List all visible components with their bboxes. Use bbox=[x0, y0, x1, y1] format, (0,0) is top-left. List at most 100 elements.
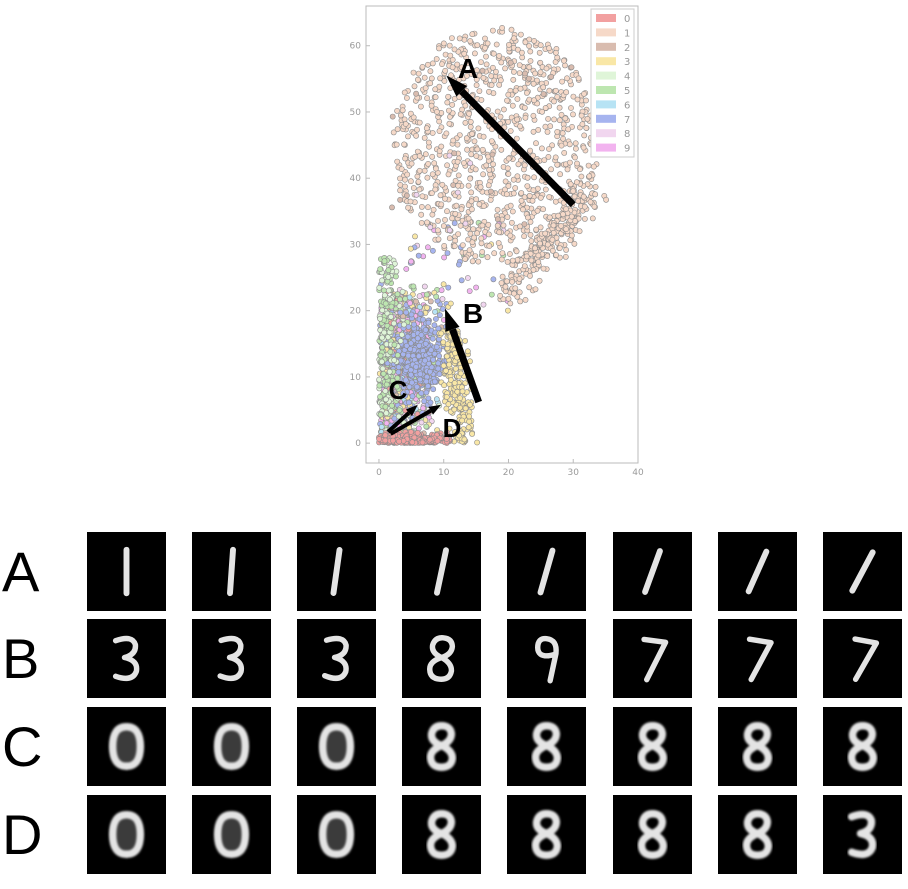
legend-label: 8 bbox=[624, 129, 630, 140]
scatter-point bbox=[578, 173, 585, 180]
scatter-point bbox=[478, 240, 485, 247]
scatter-point bbox=[377, 411, 384, 418]
scatter-point bbox=[514, 96, 521, 102]
scatter-point bbox=[561, 57, 567, 64]
scatter-point bbox=[563, 89, 570, 96]
scatter-point bbox=[429, 211, 436, 218]
scatter-point bbox=[498, 256, 505, 263]
scatter-point bbox=[452, 177, 459, 184]
scatter-point bbox=[515, 161, 522, 168]
scatter-point bbox=[455, 182, 461, 189]
scatter-point bbox=[455, 172, 462, 179]
x-tick-label: 40 bbox=[632, 468, 644, 478]
scatter-point bbox=[535, 259, 542, 265]
scatter-point bbox=[549, 236, 556, 243]
scatter-point bbox=[399, 288, 406, 295]
scatter-point bbox=[564, 166, 571, 173]
scatter-point bbox=[465, 424, 472, 431]
scatter-point bbox=[505, 295, 512, 302]
scatter-point bbox=[510, 190, 517, 197]
scatter-point bbox=[431, 378, 438, 385]
scatter-point bbox=[394, 375, 401, 381]
scatter-point bbox=[397, 112, 404, 119]
scatter-point bbox=[398, 166, 405, 172]
scatter-point bbox=[393, 141, 400, 148]
scatter-point bbox=[536, 277, 543, 284]
digit-7-stroke bbox=[852, 636, 880, 683]
scatter-point bbox=[421, 74, 428, 81]
scatter-point bbox=[425, 204, 431, 211]
digit-image bbox=[192, 707, 271, 786]
scatter-point bbox=[423, 389, 430, 396]
scatter-point bbox=[433, 344, 440, 350]
scatter-point bbox=[436, 45, 442, 52]
scatter-point bbox=[392, 273, 399, 280]
digit-image bbox=[402, 619, 481, 698]
scatter-point bbox=[432, 316, 439, 322]
scatter-point bbox=[465, 215, 472, 222]
scatter-points bbox=[376, 24, 609, 446]
scatter-point bbox=[530, 266, 537, 273]
scatter-point bbox=[483, 162, 490, 169]
scatter-point bbox=[582, 215, 588, 222]
scatter-point bbox=[546, 146, 552, 152]
digit-image bbox=[718, 795, 797, 874]
digit-8-stroke bbox=[531, 722, 562, 771]
scatter-point bbox=[551, 116, 557, 123]
scatter-point bbox=[566, 141, 573, 148]
digit-image bbox=[718, 707, 797, 786]
legend-label: 9 bbox=[624, 144, 630, 155]
scatter-point bbox=[407, 300, 413, 306]
scatter-point bbox=[553, 87, 559, 94]
scatter-point bbox=[457, 395, 463, 401]
digit-1-stroke bbox=[745, 548, 770, 595]
arrow-b-shaft bbox=[449, 328, 482, 404]
scatter-point bbox=[531, 38, 537, 44]
scatter-point bbox=[402, 155, 408, 162]
digit-8-stroke bbox=[531, 810, 562, 859]
digit-7-stroke bbox=[746, 636, 774, 683]
scatter-point bbox=[407, 198, 414, 205]
scatter-point bbox=[514, 256, 521, 263]
digit-8-stroke bbox=[426, 810, 457, 859]
scatter-point bbox=[574, 96, 581, 103]
legend-label: 2 bbox=[624, 43, 630, 54]
scatter-point bbox=[459, 417, 465, 424]
scatter-point bbox=[459, 388, 466, 395]
x-tick-label: 10 bbox=[438, 468, 450, 478]
scatter-point bbox=[583, 125, 590, 131]
legend-swatch bbox=[596, 143, 616, 152]
scatter-point bbox=[467, 175, 473, 182]
scatter-point bbox=[521, 104, 528, 111]
scatter-point bbox=[445, 93, 451, 100]
scatter-point bbox=[567, 159, 573, 166]
scatter-point bbox=[482, 35, 488, 42]
scatter-point bbox=[431, 322, 438, 329]
scatter-point bbox=[522, 39, 529, 46]
scatter-point bbox=[524, 183, 531, 189]
digit-image bbox=[507, 532, 586, 611]
scatter-point bbox=[444, 208, 450, 215]
scatter-point bbox=[571, 240, 578, 247]
scatter-point bbox=[440, 223, 447, 229]
scatter-point bbox=[537, 42, 544, 49]
scatter-point bbox=[556, 245, 563, 251]
scatter-point bbox=[445, 284, 452, 291]
scatter-point bbox=[427, 80, 434, 87]
scatter-point bbox=[518, 197, 525, 204]
digit-9-stroke bbox=[534, 635, 559, 684]
scatter-point bbox=[434, 227, 441, 234]
digit-1-stroke bbox=[434, 547, 449, 596]
scatter-point bbox=[430, 206, 437, 213]
scatter-point bbox=[402, 295, 409, 302]
scatter-point bbox=[421, 134, 428, 141]
legend-swatch bbox=[596, 14, 616, 22]
arrow-label-d: D bbox=[443, 413, 462, 443]
scatter-point bbox=[454, 141, 461, 148]
scatter-point bbox=[395, 364, 402, 371]
scatter-point bbox=[456, 35, 463, 42]
scatter-point bbox=[525, 214, 531, 221]
scatter-point bbox=[436, 128, 443, 134]
arrow-label-b: B bbox=[463, 298, 483, 329]
digit-image bbox=[718, 619, 797, 698]
